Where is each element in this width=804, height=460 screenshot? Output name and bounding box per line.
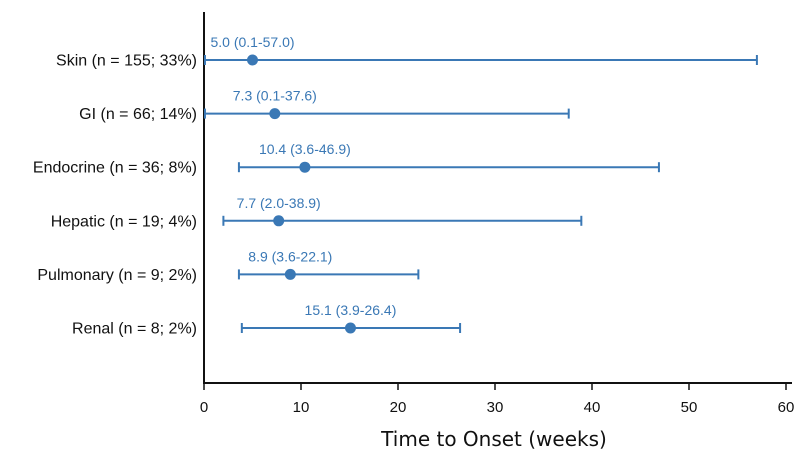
category-label: Hepatic (n = 19; 4%) bbox=[51, 213, 197, 230]
x-tick-label: 30 bbox=[487, 399, 504, 416]
median-point bbox=[299, 161, 311, 173]
median-point bbox=[344, 322, 356, 334]
forest-row: Endocrine (n = 36; 8%) 10.4 (3.6-46.9) bbox=[33, 141, 660, 177]
category-label: Renal (n = 8; 2%) bbox=[72, 321, 197, 338]
category-label: Skin (n = 155; 33%) bbox=[56, 53, 197, 70]
x-axis-ticks: 0 10 20 30 40 50 60 bbox=[200, 383, 795, 416]
category-label: Pulmonary (n = 9; 2%) bbox=[37, 267, 197, 284]
x-tick-label: 40 bbox=[584, 399, 601, 416]
category-label: Endocrine (n = 36; 8%) bbox=[33, 160, 197, 177]
data-label: 5.0 (0.1-57.0) bbox=[210, 34, 294, 50]
x-tick-label: 0 bbox=[200, 399, 208, 416]
data-label: 15.1 (3.9-26.4) bbox=[305, 302, 397, 318]
x-tick-label: 20 bbox=[390, 399, 407, 416]
forest-row: Renal (n = 8; 2%) 15.1 (3.9-26.4) bbox=[72, 302, 462, 338]
forest-row: Pulmonary (n = 9; 2%) 8.9 (3.6-22.1) bbox=[37, 248, 420, 284]
x-tick-label: 60 bbox=[778, 399, 795, 416]
median-point bbox=[247, 54, 258, 66]
median-point bbox=[284, 268, 296, 280]
forest-row: Hepatic (n = 19; 4%) 7.7 (2.0-38.9) bbox=[51, 195, 583, 230]
forest-rows: Skin (n = 155; 33%) 5.0 (0.1-57.0) GI (n =… bbox=[33, 34, 758, 338]
x-tick-label: 10 bbox=[293, 399, 310, 416]
forest-row: GI (n = 66; 14%) 7.3 (0.1-37.6) bbox=[79, 88, 570, 123]
data-label: 8.9 (3.6-22.1) bbox=[248, 248, 332, 264]
data-label: 7.3 (0.1-37.6) bbox=[233, 88, 317, 104]
category-label: GI (n = 66; 14%) bbox=[79, 106, 197, 123]
forest-row: Skin (n = 155; 33%) 5.0 (0.1-57.0) bbox=[56, 34, 758, 70]
data-label: 7.7 (2.0-38.9) bbox=[237, 195, 321, 211]
median-point bbox=[269, 108, 281, 120]
data-label: 10.4 (3.6-46.9) bbox=[259, 141, 351, 157]
median-point bbox=[273, 215, 285, 227]
x-axis-title: Time to Onset (weeks) bbox=[380, 427, 607, 451]
x-tick-label: 50 bbox=[681, 399, 698, 416]
